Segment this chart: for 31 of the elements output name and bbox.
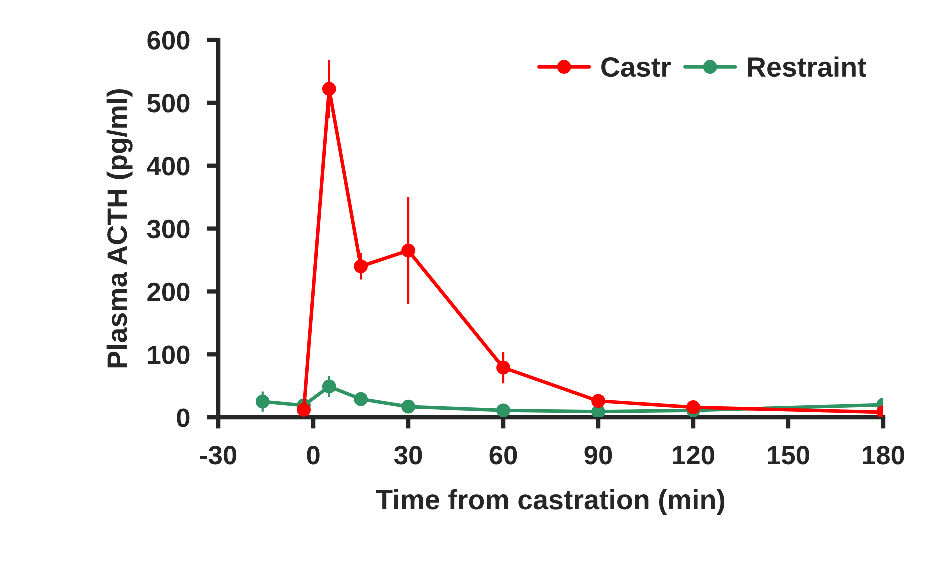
legend-label: Restraint <box>748 56 866 78</box>
point <box>686 400 700 414</box>
x-tick-label: -30 <box>200 446 237 465</box>
x-tick-label: 120 <box>673 446 714 465</box>
y-tick-label: 0 <box>177 408 190 428</box>
point <box>402 400 416 414</box>
y-axis-title: Plasma ACTH (pg/ml) <box>106 89 133 368</box>
x-tick-label: 60 <box>490 446 518 465</box>
point <box>354 260 368 274</box>
x-tick-label: 150 <box>768 446 810 465</box>
legend-label: Castr <box>602 57 672 78</box>
y-tick-label: 500 <box>148 94 190 113</box>
point <box>322 380 336 394</box>
x-tick-label: 30 <box>394 446 422 465</box>
y-tick-label: 100 <box>148 346 190 364</box>
point <box>496 404 510 418</box>
y-tick-label: 600 <box>148 31 190 50</box>
y-tick-label: 200 <box>148 282 190 302</box>
point <box>256 394 270 409</box>
x-tick-label: 90 <box>584 446 612 465</box>
x-axis-title: Time from castration (min) <box>376 489 725 516</box>
point <box>297 403 311 417</box>
point <box>402 244 416 258</box>
y-tick-label: 300 <box>147 220 190 239</box>
x-tick-label: 0 <box>307 446 320 465</box>
point <box>592 394 606 408</box>
y-tick-label: 400 <box>147 157 190 176</box>
point <box>354 392 368 406</box>
x-tick-label: 180 <box>863 446 904 465</box>
point <box>496 360 510 375</box>
point <box>322 82 336 96</box>
